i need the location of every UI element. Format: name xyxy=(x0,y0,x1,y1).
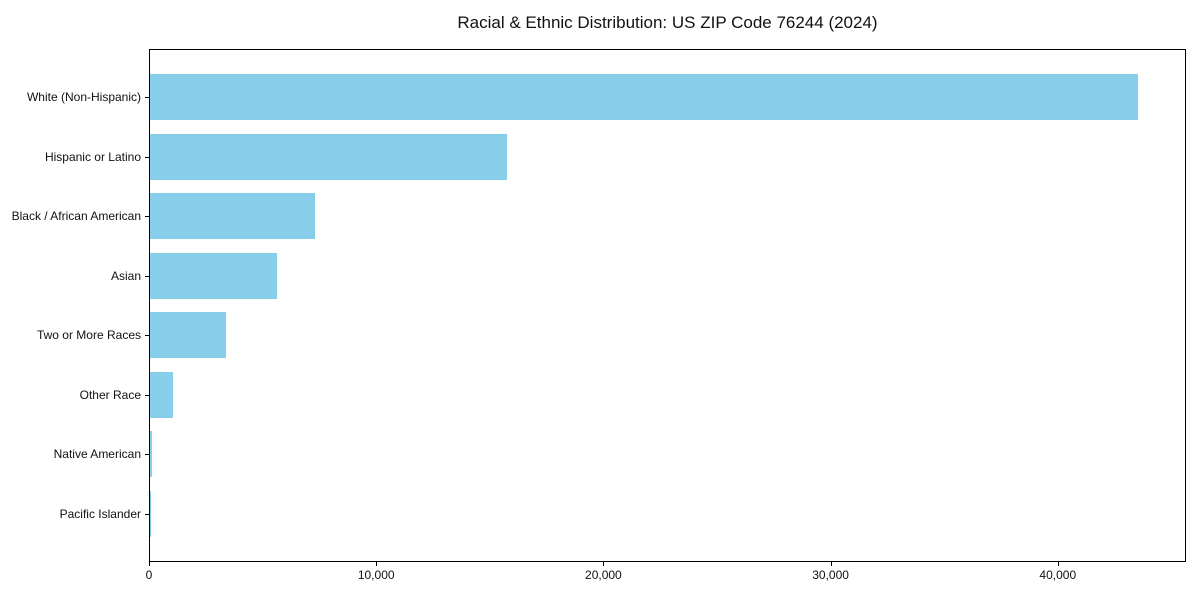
x-tick-label: 20,000 xyxy=(585,568,622,582)
x-tick-label: 30,000 xyxy=(812,568,849,582)
x-tick-label: 0 xyxy=(145,568,153,582)
y-tick-mark xyxy=(145,394,149,396)
y-tick-label: Native American xyxy=(53,447,141,461)
x-tick-mark xyxy=(830,562,832,566)
y-tick-mark xyxy=(145,454,149,455)
bar-asian xyxy=(150,252,277,299)
y-tick-mark xyxy=(145,216,149,217)
y-tick-label: Other Race xyxy=(79,387,141,402)
bar-native-american xyxy=(150,431,153,477)
bar-white-non-hispanic xyxy=(150,74,1138,120)
y-tick-mark xyxy=(145,275,149,277)
y-tick-mark xyxy=(145,513,149,515)
y-tick-label: White (Non-Hispanic) xyxy=(26,90,141,104)
bar-pacific-islander xyxy=(150,490,151,537)
x-tick-mark xyxy=(1057,562,1059,566)
x-tick-mark xyxy=(603,562,605,566)
y-tick-mark xyxy=(145,156,149,158)
bar-black-african-american xyxy=(150,193,315,239)
y-tick-label: Black / African American xyxy=(11,209,141,223)
x-tick-label: 10,000 xyxy=(357,568,395,582)
y-tick-mark xyxy=(145,335,149,336)
y-tick-mark xyxy=(145,97,149,98)
bar-other-race xyxy=(150,371,173,418)
bar-two-or-more-races xyxy=(150,312,227,358)
y-tick-label: Hispanic or Latino xyxy=(44,149,141,164)
plot-area xyxy=(149,49,1186,562)
y-tick-label: Two or More Races xyxy=(36,328,141,342)
bar-hispanic-or-latino xyxy=(150,133,508,180)
chart-title: Racial & Ethnic Distribution: US ZIP Cod… xyxy=(457,13,878,32)
y-tick-label: Pacific Islander xyxy=(59,506,141,521)
y-axis-labels: White (Non-Hispanic) Hispanic or Latino Bl… xyxy=(0,0,141,600)
x-tick-label: 40,000 xyxy=(1039,568,1077,582)
x-tick-mark xyxy=(149,562,150,566)
y-tick-label: Asian xyxy=(110,268,141,283)
x-tick-mark xyxy=(376,562,378,566)
